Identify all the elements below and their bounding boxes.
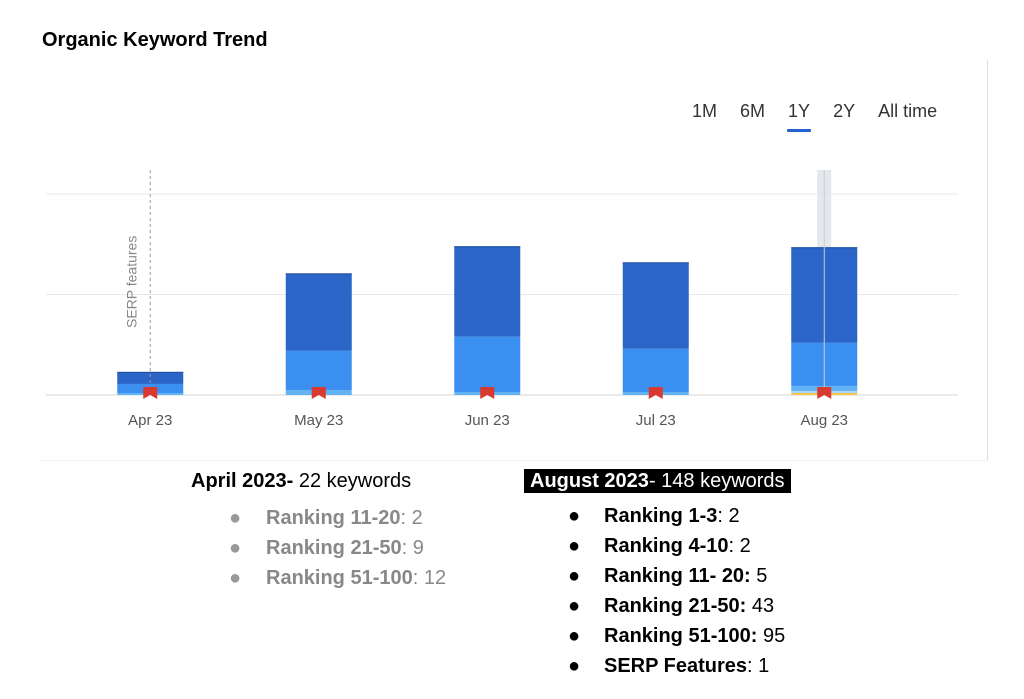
chart-title: Organic Keyword Trend (42, 29, 268, 51)
bar-segment (454, 336, 521, 392)
item-label: Ranking 21-50 (266, 537, 402, 559)
list-item: ● Ranking 11-20: 2 (191, 503, 446, 533)
item-value: 43 (746, 595, 775, 617)
item-value: : 9 (401, 537, 424, 559)
bar-segment (117, 371, 184, 384)
list-item: ● Ranking 1-3: 2 (524, 501, 791, 531)
item-value: : 1 (747, 655, 770, 677)
april-summary: April 2023- 22 keywords ● Ranking 11-20: … (191, 469, 446, 593)
item-value: : 2 (728, 535, 751, 557)
tab-1y[interactable]: 1Y (787, 101, 812, 132)
item-label: Ranking 11- 20: (604, 565, 751, 587)
x-tick-label: Apr 23 (128, 412, 172, 429)
bullet-icon: ● (568, 565, 581, 587)
bullet-icon: ● (229, 537, 242, 559)
serp-flag-icon (648, 387, 663, 399)
annotation-label: SERP features (123, 236, 139, 328)
april-heading-count: 22 keywords (293, 470, 412, 492)
bullet-icon: ● (229, 567, 242, 589)
serp-flag-icon (143, 387, 158, 399)
item-label: Ranking 51-100 (266, 567, 413, 589)
serp-flag-icon (480, 387, 495, 399)
item-value: 5 (750, 565, 768, 587)
serp-flag-icon (311, 387, 326, 399)
bullet-icon: ● (568, 505, 581, 527)
list-item: ● Ranking 4-10: 2 (524, 531, 791, 561)
tab-1m[interactable]: 1M (692, 101, 718, 121)
bar-segment (622, 348, 689, 392)
bullet-icon: ● (568, 595, 581, 617)
x-tick-label: May 23 (294, 412, 343, 429)
tab-all-time[interactable]: All time (878, 101, 938, 121)
keyword-trend-chart: SERP features Apr 23 May 23 Jun 23 Jul 23 Aug… (46, 170, 958, 429)
x-tick-label: Aug 23 (800, 412, 848, 429)
bar-segment (454, 246, 521, 337)
august-heading: August 2023- 148 keywords (524, 469, 791, 493)
tab-2y[interactable]: 2Y (833, 101, 856, 121)
panel-divider (987, 60, 988, 460)
serp-flag-icon (817, 387, 832, 399)
list-item: ● Ranking 11- 20: 5 (524, 561, 791, 591)
list-item: ● Ranking 21-50: 43 (524, 591, 791, 621)
bullet-icon: ● (568, 655, 581, 677)
item-value: : 2 (400, 507, 423, 529)
april-list: ● Ranking 11-20: 2 ● Ranking 21-50: 9 ● Ran… (191, 503, 446, 593)
x-tick-label: Jun 23 (465, 412, 510, 429)
item-value: 95 (757, 625, 786, 647)
august-list: ● Ranking 1-3: 2 ● Ranking 4-10: 2 ● Rankin… (524, 501, 791, 681)
item-label: Ranking 4-10 (604, 535, 729, 557)
bullet-icon: ● (568, 625, 581, 647)
list-item: ● Ranking 51-100: 95 (524, 621, 791, 651)
list-item: ● SERP Features: 1 (524, 651, 791, 681)
april-heading-bold: April 2023- (191, 470, 294, 492)
time-range-tabs: 1M 6M 1Y 2Y All time (692, 101, 938, 132)
bar-segment (622, 262, 689, 349)
item-label: Ranking 11-20 (266, 507, 401, 529)
item-value: : 2 (717, 505, 740, 527)
item-value: : 12 (412, 567, 447, 589)
item-label: Ranking 1-3 (604, 505, 718, 527)
april-heading: April 2023- 22 keywords (191, 469, 446, 493)
august-heading-bold: August 2023 (530, 470, 649, 492)
bar-segment (285, 350, 352, 390)
bar-segment (285, 273, 352, 351)
list-item: ● Ranking 51-100: 12 (191, 563, 446, 593)
item-label: Ranking 21-50: (604, 595, 747, 617)
august-heading-count: - 148 keywords (648, 470, 785, 492)
item-label: SERP Features (604, 655, 748, 677)
list-item: ● Ranking 21-50: 9 (191, 533, 446, 563)
bullet-icon: ● (568, 535, 581, 557)
x-tick-label: Jul 23 (636, 412, 676, 429)
bullet-icon: ● (229, 507, 242, 529)
august-summary: August 2023- 148 keywords ● Ranking 1-3: … (524, 469, 791, 681)
panel-bottom-divider (40, 460, 988, 461)
item-label: Ranking 51-100: (604, 625, 758, 647)
tab-6m[interactable]: 6M (740, 101, 766, 121)
